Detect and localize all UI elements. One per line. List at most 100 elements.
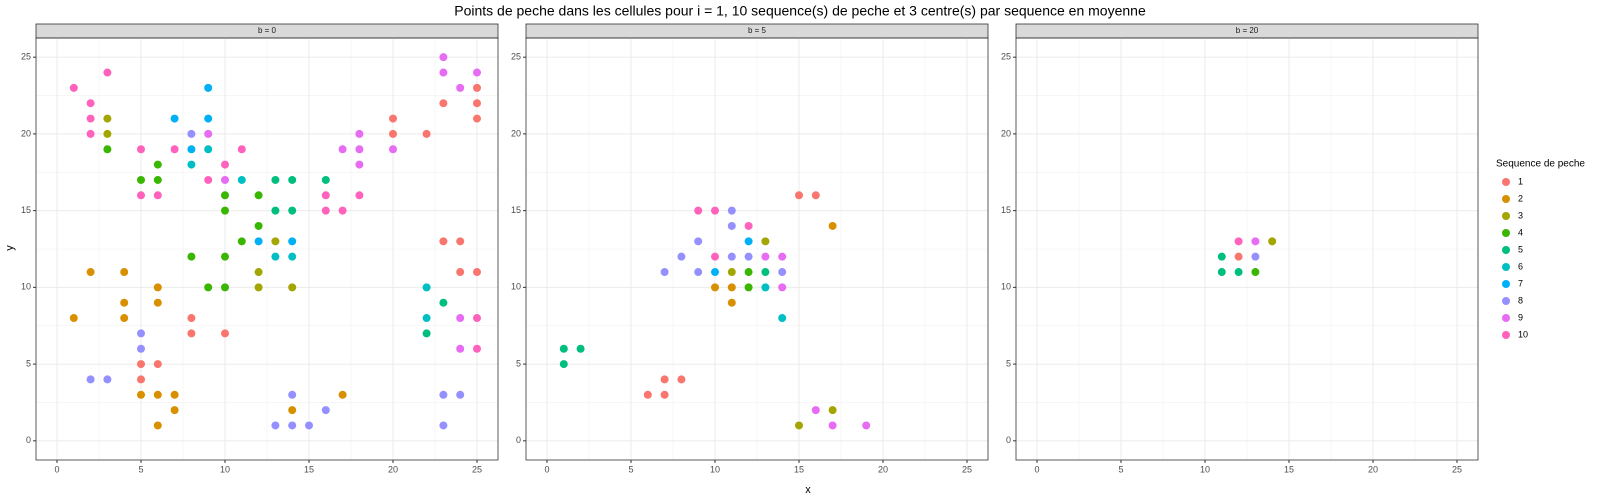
point	[473, 268, 481, 277]
legend-label: 5	[1518, 244, 1523, 254]
point	[473, 114, 481, 123]
point	[694, 237, 703, 246]
x-tick-label: 15	[794, 464, 804, 474]
point	[439, 298, 448, 307]
panel-border	[525, 37, 989, 461]
x-axis-label: x	[805, 484, 811, 496]
point	[828, 421, 837, 430]
legend-label: 2	[1518, 193, 1523, 203]
y-tick-label: 5	[1006, 358, 1011, 368]
point	[288, 175, 297, 184]
y-tick-label: 0	[26, 435, 31, 445]
point	[439, 99, 448, 108]
point	[254, 191, 263, 200]
point	[288, 237, 297, 246]
point	[439, 421, 448, 430]
point	[86, 99, 95, 108]
point	[761, 283, 770, 292]
facet-label: b = 0	[258, 26, 277, 35]
point	[137, 175, 145, 184]
point	[1217, 252, 1226, 261]
point	[559, 360, 568, 369]
point	[103, 375, 112, 384]
legend-key	[1502, 263, 1510, 271]
point	[473, 314, 481, 323]
legend-label: 9	[1518, 312, 1523, 322]
legend-key	[1502, 314, 1510, 322]
point	[456, 314, 465, 323]
point	[828, 221, 837, 230]
point	[422, 129, 431, 138]
x-tick-label: 20	[1368, 464, 1378, 474]
point	[456, 344, 465, 353]
x-tick-label: 15	[304, 464, 314, 474]
legend-key	[1502, 212, 1510, 220]
point	[439, 68, 448, 77]
point	[694, 268, 703, 277]
y-tick-label: 5	[26, 358, 31, 368]
point	[862, 421, 871, 430]
y-tick-label: 10	[511, 282, 521, 292]
legend-key	[1502, 195, 1510, 203]
point	[473, 344, 481, 353]
point	[153, 421, 162, 430]
point	[761, 252, 770, 261]
x-tick-label: 0	[1034, 464, 1039, 474]
point	[137, 390, 145, 399]
point	[643, 390, 652, 399]
y-tick-label: 10	[21, 282, 31, 292]
legend-label: 3	[1518, 210, 1523, 220]
point	[456, 83, 465, 92]
point	[828, 406, 837, 415]
point	[761, 268, 770, 277]
point	[456, 390, 465, 399]
point	[473, 83, 481, 92]
point	[187, 314, 196, 323]
x-tick-label: 10	[710, 464, 720, 474]
point	[288, 421, 297, 430]
point	[237, 145, 246, 154]
point	[153, 360, 162, 369]
point	[422, 314, 431, 323]
point	[204, 283, 213, 292]
point	[271, 175, 280, 184]
x-tick-label: 5	[628, 464, 633, 474]
point	[271, 252, 280, 261]
x-tick-label: 25	[1452, 464, 1462, 474]
y-tick-label: 20	[21, 128, 31, 138]
point	[288, 406, 297, 415]
point	[254, 237, 263, 246]
point	[86, 268, 95, 277]
y-tick-label: 25	[1001, 52, 1011, 62]
point	[321, 406, 330, 415]
point	[170, 390, 179, 399]
facet-label: b = 5	[748, 26, 767, 35]
point	[1217, 268, 1226, 277]
y-tick-label: 15	[511, 205, 521, 215]
y-tick-label: 25	[511, 52, 521, 62]
point	[727, 298, 736, 307]
point	[355, 145, 364, 154]
x-tick-label: 0	[54, 464, 59, 474]
point	[1268, 237, 1277, 246]
point	[744, 221, 753, 230]
point	[744, 252, 753, 261]
point	[153, 175, 162, 184]
point	[778, 268, 787, 277]
point	[1234, 237, 1243, 246]
point	[711, 252, 719, 261]
point	[288, 390, 297, 399]
point	[744, 283, 753, 292]
point	[170, 145, 179, 154]
y-tick-label: 20	[1001, 128, 1011, 138]
point	[389, 114, 397, 123]
point	[355, 129, 364, 138]
point	[204, 114, 213, 123]
point	[187, 129, 196, 138]
point	[576, 344, 585, 353]
point	[727, 221, 736, 230]
legend-label: 1	[1518, 176, 1523, 186]
point	[727, 283, 736, 292]
point	[795, 421, 803, 430]
point	[1251, 237, 1260, 246]
